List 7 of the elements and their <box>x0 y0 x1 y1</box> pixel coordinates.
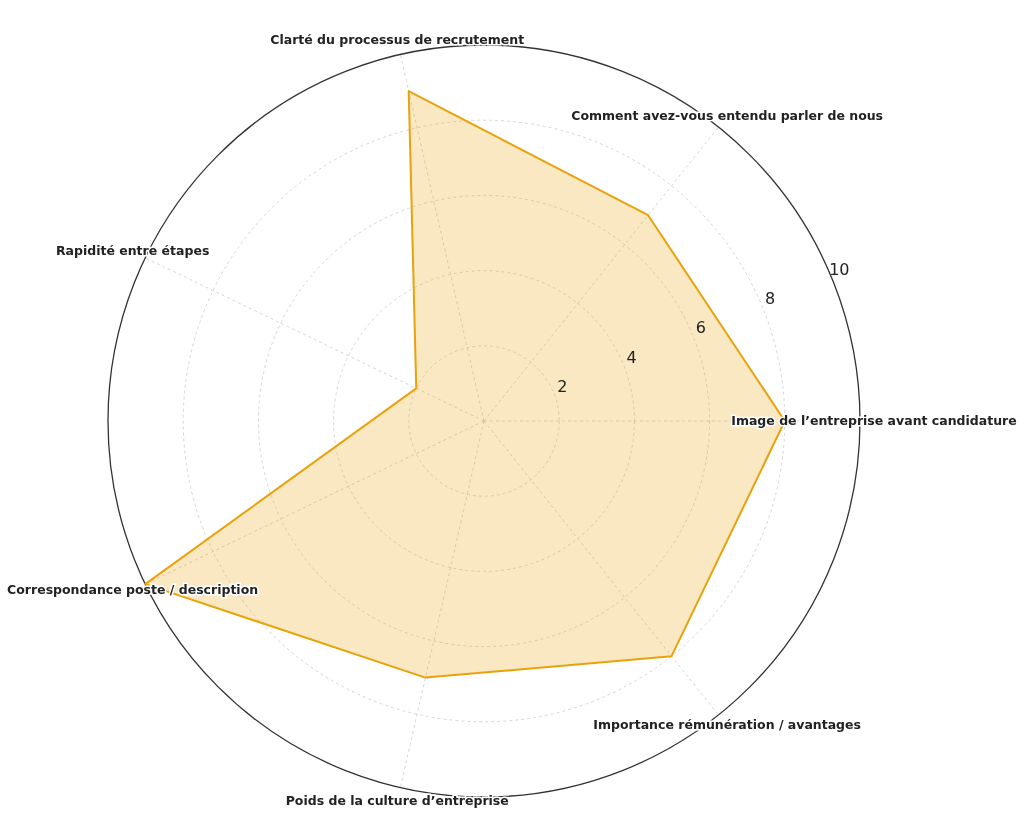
spoke-label: Poids de la culture d’entreprise <box>285 792 509 808</box>
y-tick-label: 6 <box>695 318 706 338</box>
y-tick-label: 8 <box>765 289 776 309</box>
y-tick-label: 10 <box>829 259 850 279</box>
y-tick-label: 4 <box>626 347 637 367</box>
spoke-label: Clarté du processus de recrutement <box>270 32 525 48</box>
y-tick-label: 2 <box>557 377 568 397</box>
